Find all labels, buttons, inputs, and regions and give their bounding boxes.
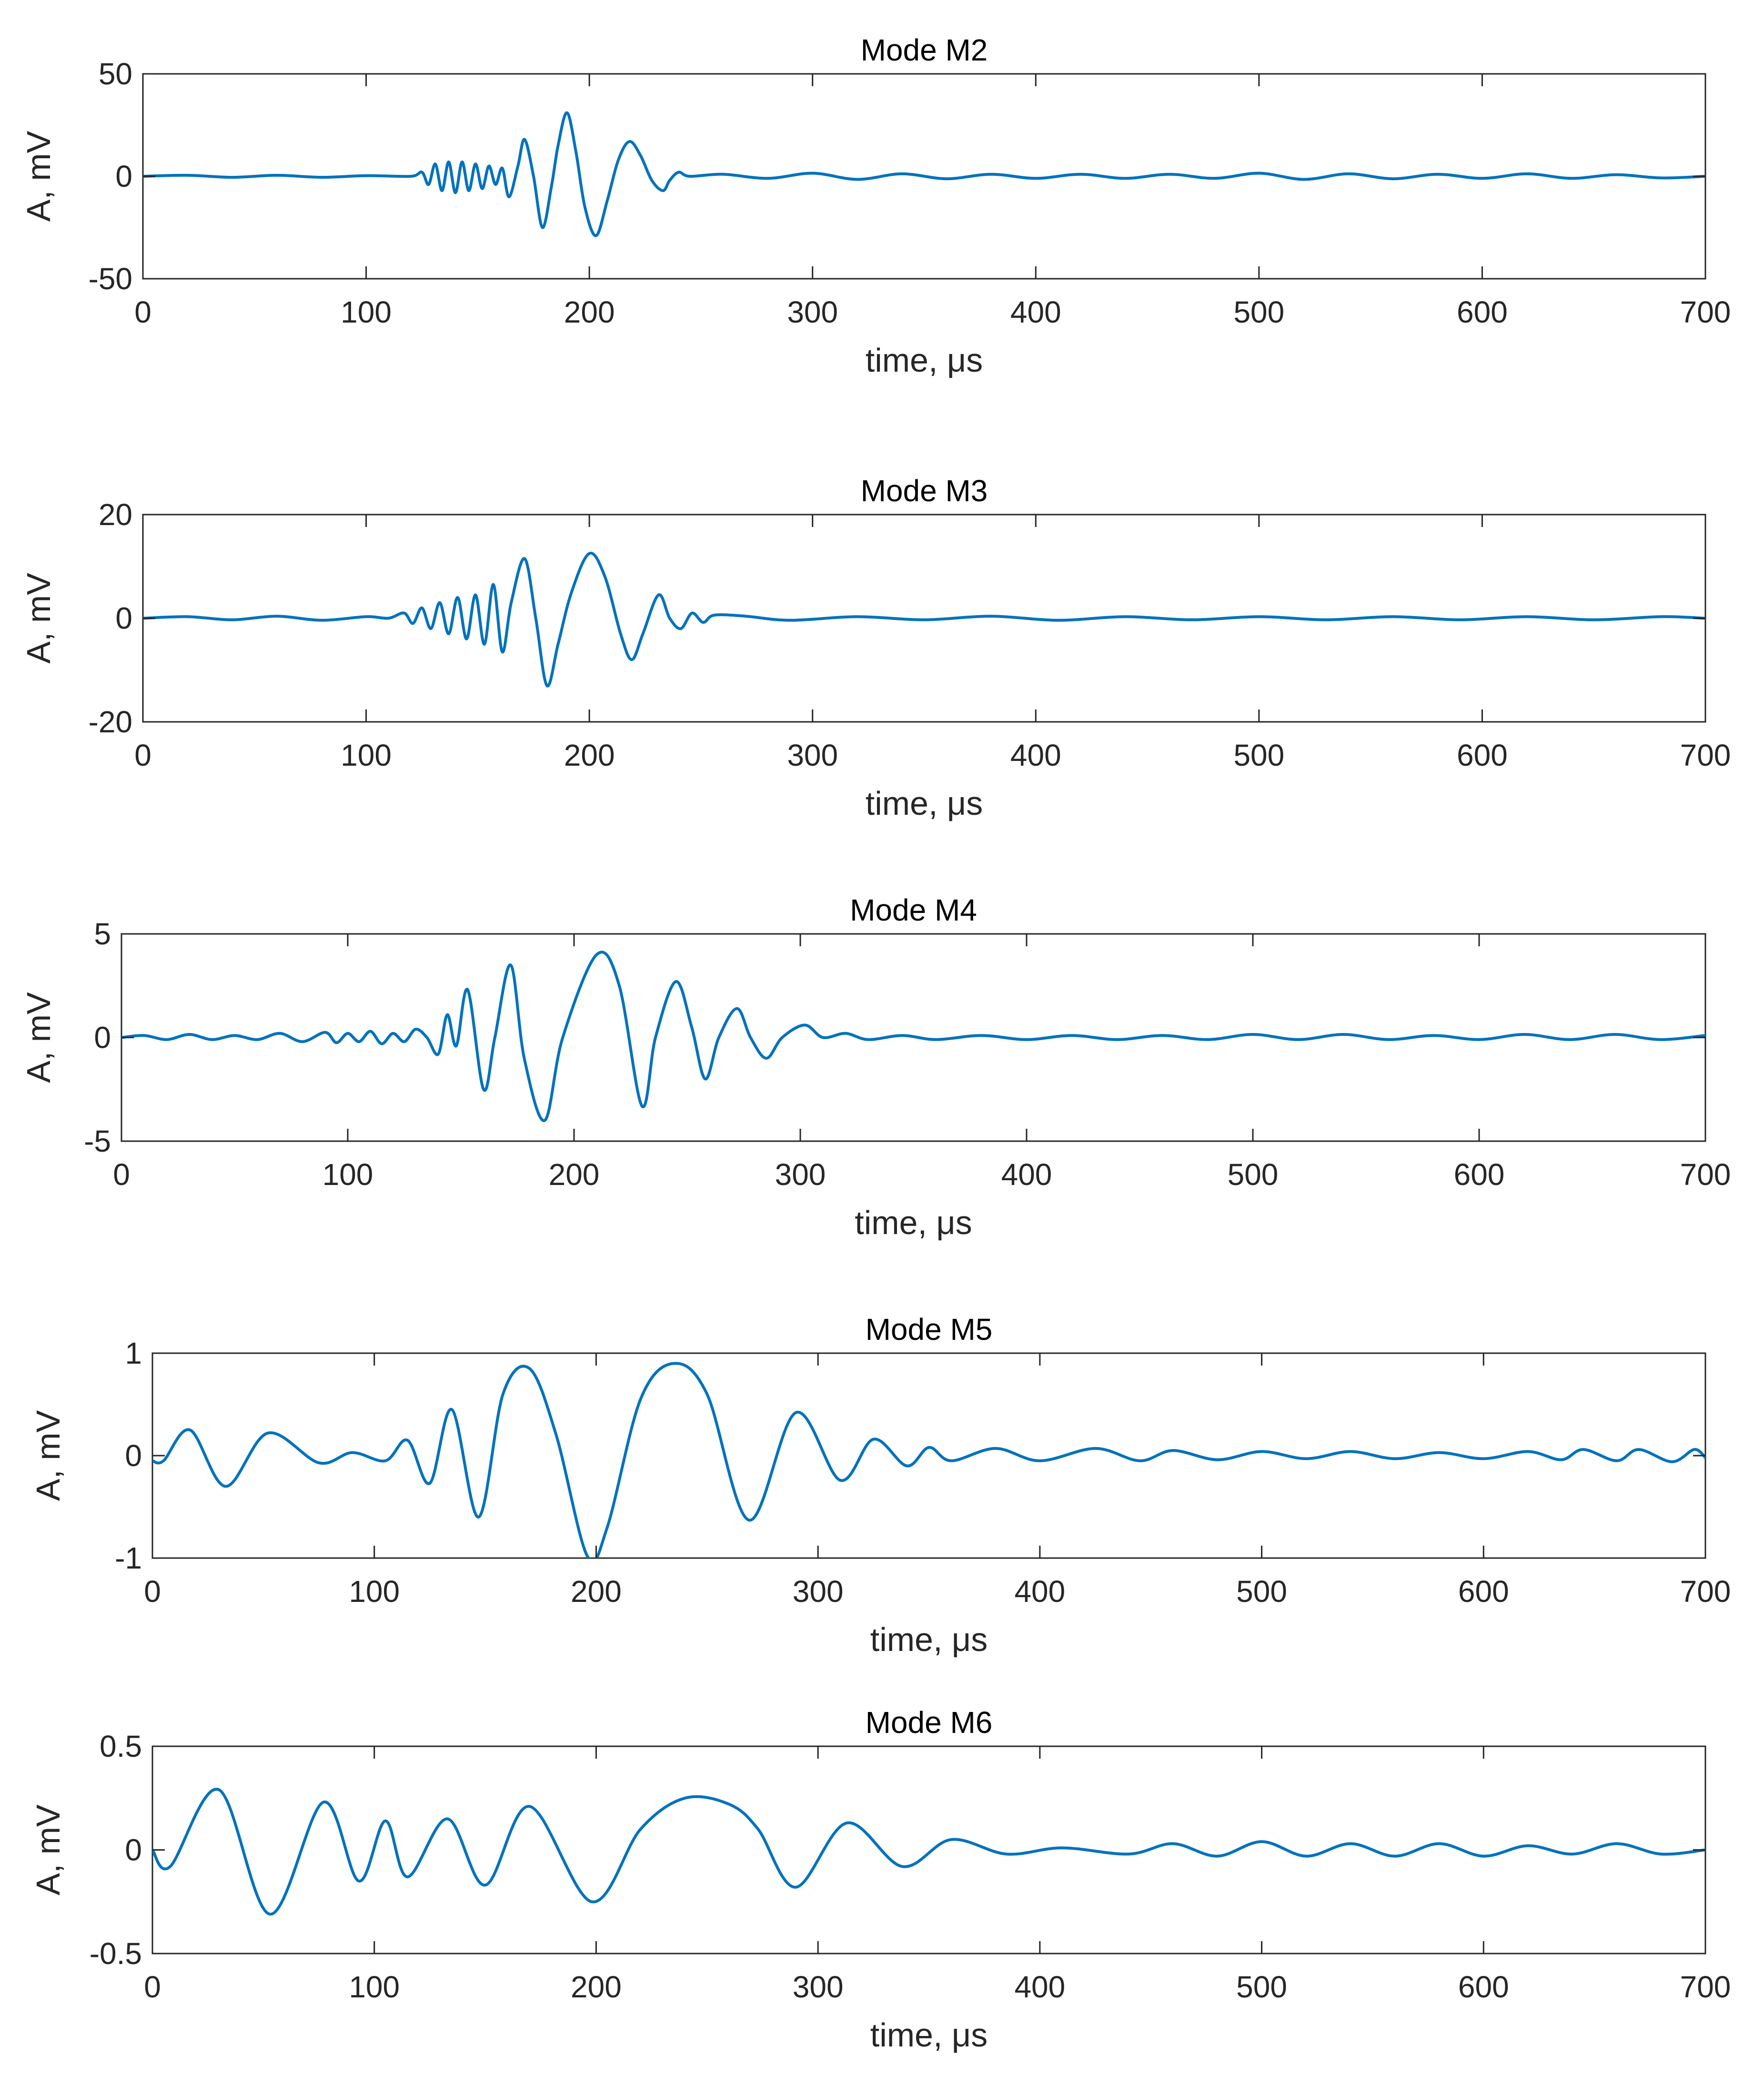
chart-title: Mode M4 <box>850 893 977 927</box>
y-tick-label: 1 <box>125 1336 142 1370</box>
y-tick-label: 20 <box>99 497 132 532</box>
signal-line-M2 <box>143 111 1705 237</box>
y-tick-label: -0.5 <box>90 1936 142 1971</box>
x-tick-label: 500 <box>1233 738 1284 772</box>
signal-line-M5 <box>152 1362 1705 1558</box>
chart-title: Mode M2 <box>861 33 988 67</box>
y-axis-label: A, mV <box>20 992 57 1083</box>
x-tick-label: 300 <box>787 738 838 772</box>
x-axis-label: time, μs <box>855 1204 972 1241</box>
chart-title: Mode M5 <box>866 1312 993 1347</box>
x-tick-label: 100 <box>349 1574 400 1609</box>
x-tick-label: 700 <box>1680 738 1731 772</box>
x-tick-label: 700 <box>1680 1574 1731 1609</box>
x-tick-label: 100 <box>323 1157 373 1192</box>
x-tick-label: 0 <box>113 1157 130 1192</box>
y-axis-label: A, mV <box>30 1410 67 1501</box>
x-tick-label: 700 <box>1680 1970 1731 2004</box>
x-tick-label: 300 <box>787 295 838 329</box>
x-axis-label: time, μs <box>870 1621 988 1658</box>
x-tick-label: 200 <box>549 1157 600 1192</box>
x-axis-label: time, μs <box>866 785 983 822</box>
x-tick-label: 100 <box>349 1970 400 2004</box>
signal-line-M4 <box>121 951 1705 1122</box>
x-tick-label: 300 <box>793 1574 844 1609</box>
y-tick-label: 50 <box>99 57 132 91</box>
x-tick-label: 500 <box>1236 1574 1287 1609</box>
signal-line-M3 <box>143 551 1705 688</box>
x-tick-label: 400 <box>1010 738 1061 772</box>
x-tick-label: 0 <box>144 1970 161 2004</box>
x-tick-label: 400 <box>1001 1157 1052 1192</box>
y-tick-label: 5 <box>94 917 111 951</box>
x-tick-label: 700 <box>1680 295 1731 329</box>
x-axis-label: time, μs <box>866 342 983 379</box>
x-tick-label: 200 <box>571 1970 622 2004</box>
y-tick-label: 0 <box>125 1833 142 1867</box>
y-tick-label: -50 <box>89 262 133 296</box>
x-tick-label: 300 <box>793 1970 844 2004</box>
y-tick-label: -5 <box>84 1124 111 1158</box>
x-tick-label: 200 <box>571 1574 622 1609</box>
axes-box <box>151 1352 1706 1559</box>
y-tick-label: 0 <box>125 1438 142 1473</box>
y-axis-label: A, mV <box>20 131 57 222</box>
x-tick-label: 400 <box>1014 1574 1065 1609</box>
y-axis-label: A, mV <box>20 573 57 664</box>
x-tick-label: 200 <box>564 738 615 772</box>
chart-title: Mode M3 <box>861 474 988 508</box>
x-tick-label: 100 <box>341 295 392 329</box>
x-tick-label: 200 <box>564 295 615 329</box>
x-tick-label: 300 <box>775 1157 826 1192</box>
y-tick-label: 0 <box>94 1021 111 1055</box>
y-axis-label: A, mV <box>30 1804 67 1895</box>
y-tick-label: -1 <box>115 1541 142 1575</box>
x-tick-label: 600 <box>1458 1970 1509 2004</box>
y-tick-label: -20 <box>89 705 133 739</box>
x-tick-label: 500 <box>1233 295 1284 329</box>
axes-box <box>151 1745 1706 1954</box>
x-tick-label: 500 <box>1236 1970 1287 2004</box>
x-tick-label: 500 <box>1228 1157 1279 1192</box>
x-tick-label: 0 <box>134 738 151 772</box>
x-tick-label: 400 <box>1010 295 1061 329</box>
x-tick-label: 100 <box>341 738 392 772</box>
y-tick-label: 0 <box>115 159 132 193</box>
x-tick-label: 400 <box>1014 1970 1065 2004</box>
x-tick-label: 0 <box>134 295 151 329</box>
x-tick-label: 600 <box>1457 738 1508 772</box>
signal-line-M6 <box>152 1788 1705 1916</box>
y-tick-label: 0 <box>115 601 132 636</box>
x-tick-label: 0 <box>144 1574 161 1609</box>
y-tick-label: 0.5 <box>100 1729 142 1763</box>
chart-title: Mode M6 <box>866 1705 993 1740</box>
x-tick-label: 600 <box>1454 1157 1505 1192</box>
x-tick-label: 700 <box>1680 1157 1731 1192</box>
x-tick-label: 600 <box>1458 1574 1509 1609</box>
x-axis-label: time, μs <box>870 2016 988 2054</box>
x-tick-label: 600 <box>1457 295 1508 329</box>
